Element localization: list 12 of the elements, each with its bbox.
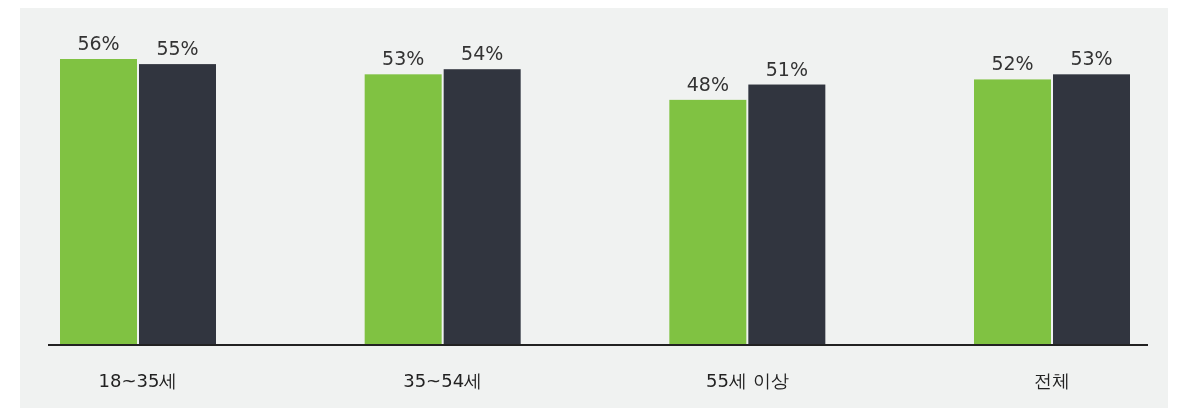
data-label: 51% (765, 57, 808, 80)
data-label: 48% (686, 72, 729, 95)
data-label: 56% (77, 32, 120, 54)
data-label: 53% (1070, 47, 1113, 70)
data-label: 53% (382, 47, 425, 70)
data-label: 54% (461, 42, 504, 65)
x-tick-label: 18~35세 (98, 370, 178, 391)
x-tick-label: 전체 (1034, 370, 1070, 391)
x-tick-label: 55세 이상 (706, 370, 789, 391)
data-label: 52% (991, 52, 1034, 75)
x-tick-label: 35~54세 (403, 370, 483, 391)
data-label: 55% (156, 37, 199, 60)
